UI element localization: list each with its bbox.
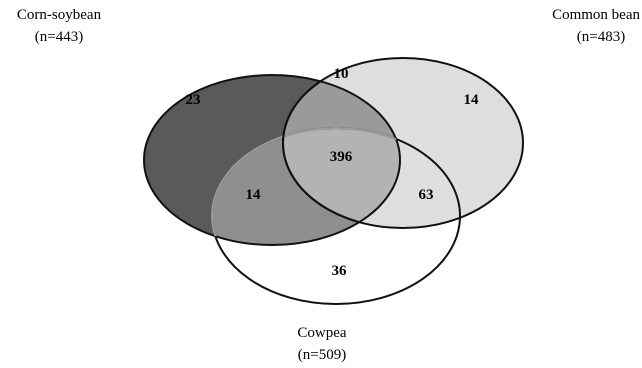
all-three-count: 396 <box>330 149 353 165</box>
corn-cowpea-count: 14 <box>246 187 262 203</box>
corn-only-count: 23 <box>186 92 201 108</box>
cowpea-label: Cowpea (n=509) <box>282 322 362 366</box>
corn-soybean-label: Corn-soybean (n=443) <box>4 4 114 48</box>
corn-soybean-circle <box>143 74 401 246</box>
bean-cowpea-count: 63 <box>419 187 434 203</box>
cowpea-only-count: 36 <box>332 263 348 279</box>
corn-bean-count: 10 <box>334 66 349 82</box>
common-bean-inner-edge <box>282 75 400 229</box>
corn-soybean-count: (n=443) <box>34 29 84 45</box>
common-bean-count: (n=483) <box>576 29 626 45</box>
common-bean-label: Common bean (n=483) <box>522 4 640 48</box>
corn-soybean-name: Corn-soybean <box>16 7 102 23</box>
bean-only-count: 14 <box>464 92 480 108</box>
common-bean-name: Common bean <box>552 7 640 23</box>
cowpea-count: (n=509) <box>297 347 347 363</box>
cowpea-inner-edge <box>211 127 400 245</box>
cowpea-name: Cowpea <box>297 325 347 341</box>
